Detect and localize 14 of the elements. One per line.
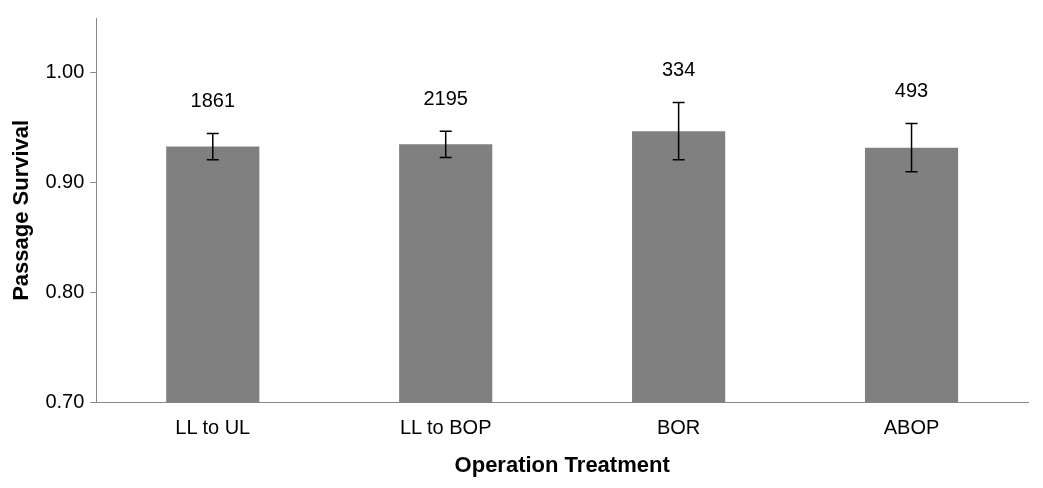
- annotation: 334: [661, 58, 696, 81]
- x-tick-label: BOR: [656, 416, 701, 439]
- y-tick-label: 0.90: [45, 170, 85, 193]
- annotation: 1861: [190, 88, 236, 111]
- x-axis-title: Operation Treatment: [454, 451, 671, 477]
- x-tick-label: LL to BOP: [399, 416, 492, 439]
- annotation: 493: [894, 79, 929, 102]
- y-axis-title: Passage Survival: [8, 119, 34, 301]
- y-tick-label: 0.80: [45, 280, 85, 303]
- y-tick-label: 0.70: [45, 390, 85, 413]
- y-tick-label: 1.00: [45, 60, 85, 83]
- x-tick-label: LL to UL: [175, 416, 251, 439]
- annotation: 2195: [423, 86, 468, 109]
- x-tick-label: ABOP: [883, 416, 940, 439]
